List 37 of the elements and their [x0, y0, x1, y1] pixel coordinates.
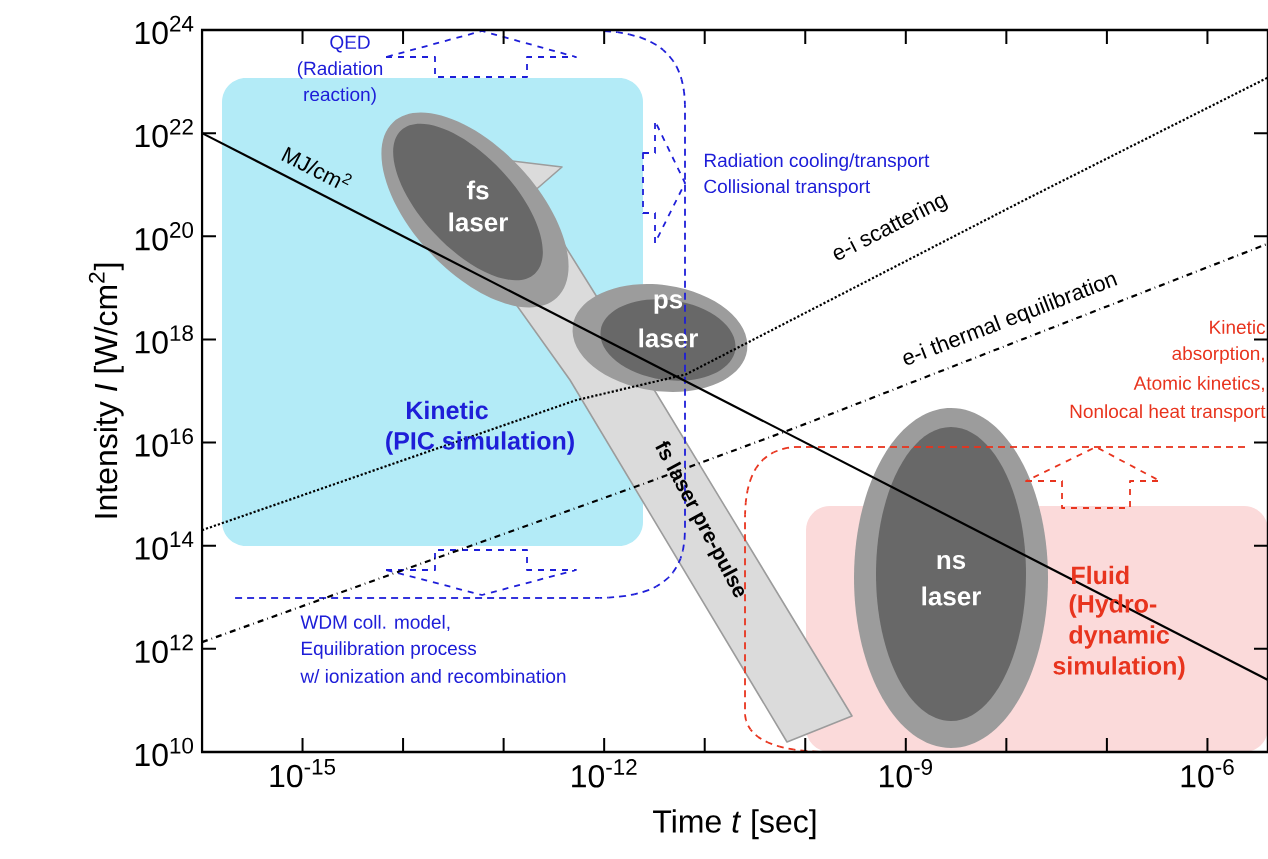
annotation: laser: [449, 212, 508, 232]
y-tick-label: 10$^{14}$: [135, 531, 194, 560]
annotation: Equilibration process: [301, 641, 477, 659]
y-tick-label: 10$^{20}$: [135, 222, 194, 251]
annotation: Atomic kinetics,: [1133, 375, 1264, 393]
annotation: Fluid: [1072, 565, 1129, 585]
annotation: absorption,: [1172, 346, 1264, 364]
annotation: laser: [922, 586, 981, 606]
x-tick-label: 10$^{-15}$: [270, 759, 336, 788]
annotation: WDM coll. model,: [300, 614, 450, 632]
annotation: QED: [330, 35, 370, 53]
y-tick-label: 10$^{16}$: [135, 428, 193, 457]
annotation: (Radiation: [297, 61, 383, 79]
annotation: laser: [639, 328, 698, 348]
annotation: Kinetic: [406, 400, 488, 420]
annotation: w/ ionization and recombination: [300, 669, 566, 683]
annotation: ps: [654, 294, 683, 314]
x-tick-label: 10$^{-12}$: [572, 759, 637, 788]
annotation: Collisional transport: [704, 179, 871, 197]
annotation: (PIC simulation): [386, 431, 574, 455]
y-tick-label: 10$^{24}$: [135, 15, 194, 45]
annotation: Radiation cooling/transport: [704, 153, 930, 171]
x-axis-title: Time t [sec]: [653, 809, 816, 840]
annotation: Nonlocal heat transport: [1070, 404, 1266, 422]
y-tick-label: 10$^{10}$: [135, 737, 194, 767]
x-tick-label: 10$^{-6}$: [1181, 759, 1234, 788]
x-tick-label: 10$^{-9}$: [880, 759, 932, 788]
y-tick-label: 10$^{18}$: [135, 325, 193, 354]
annotation: dynamic: [1069, 625, 1170, 649]
annotation: ns: [937, 554, 966, 570]
y-tick-label: 10$^{22}$: [135, 118, 193, 148]
annotation: simulation): [1053, 656, 1185, 680]
y-tick-label: 10$^{12}$: [135, 634, 193, 664]
annotation: reaction): [304, 87, 376, 105]
annotation: Kinetic: [1210, 320, 1266, 334]
y-axis-title: Intensity I [W/cm$^{2}$]: [88, 263, 124, 518]
annotation: fs: [466, 180, 489, 200]
